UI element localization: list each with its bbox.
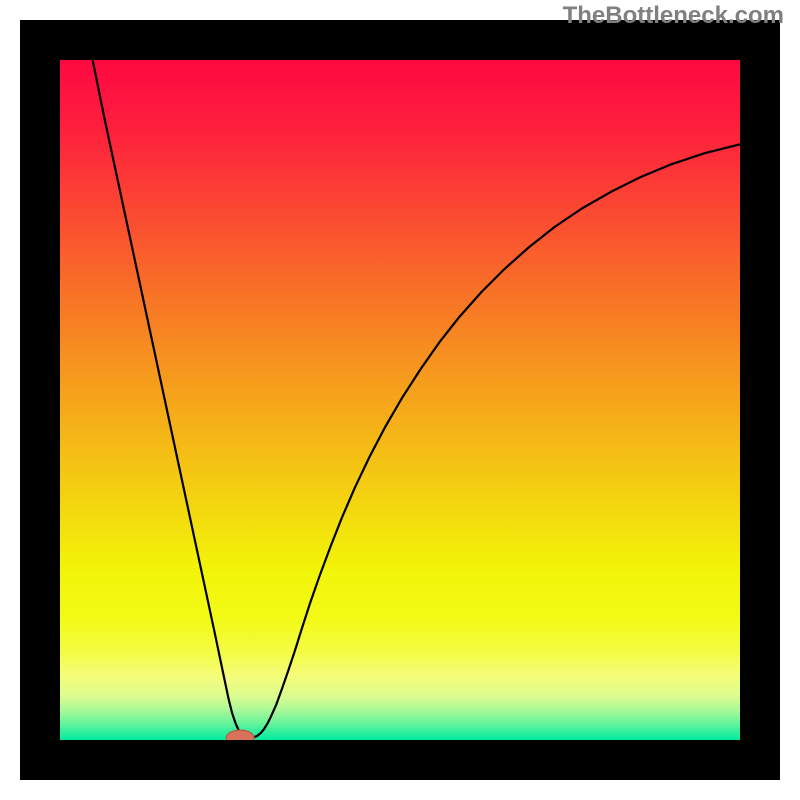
chart-plot-area	[60, 60, 740, 740]
chart-gradient-background	[60, 60, 740, 740]
watermark-text: TheBottleneck.com	[563, 2, 784, 30]
